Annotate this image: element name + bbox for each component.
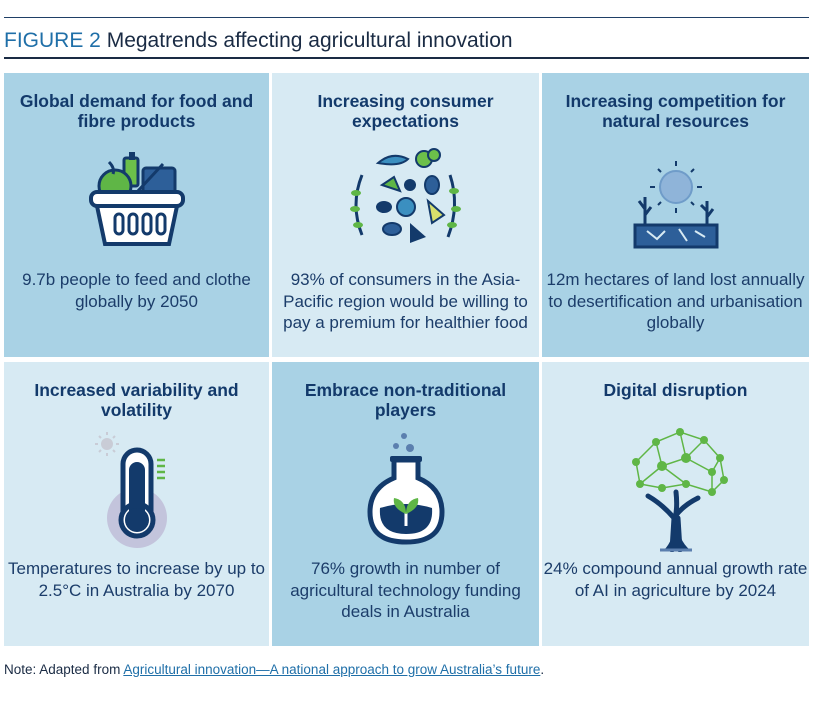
megatrend-text: 9.7b people to feed and clothe globally … — [22, 270, 251, 311]
megatrend-title: Increasing consumer expectations — [317, 91, 494, 131]
megatrend-title: Embrace non-traditional players — [304, 380, 507, 420]
title-rule — [4, 57, 809, 59]
source-link[interactable]: Agricultural innovation—A national appro… — [123, 662, 541, 677]
note-prefix: Note: Adapted from — [4, 662, 124, 677]
megatrend-text: 24% compound annual growth rate of AI in… — [543, 559, 808, 600]
healthy-food-circle-icon — [348, 145, 464, 260]
megatrend-variability: Increased variability and volatility — [4, 362, 269, 646]
megatrend-title: Increased variability and volatility — [34, 380, 239, 420]
megatrend-text: 76% growth in number of agricultural tec… — [290, 559, 521, 621]
thermometer-icon — [87, 430, 187, 555]
network-tree-icon — [616, 422, 736, 557]
megatrend-food-demand: Global demand for food and fibre product… — [4, 73, 269, 357]
megatrend-text: Temperatures to increase by up to 2.5°C … — [7, 559, 266, 600]
dry-land-sun-icon — [631, 157, 721, 258]
megatrend-text: 93% of consumers in the Asia-Pacific reg… — [283, 270, 528, 332]
megatrends-grid: Global demand for food and fibre product… — [4, 73, 809, 646]
flask-sprout-icon — [356, 430, 456, 555]
megatrend-non-traditional-players: Embrace non-traditional players 76% grow… — [272, 362, 539, 646]
source-note: Note: Adapted from Agricultural innovati… — [4, 662, 544, 677]
megatrend-title: Digital disruption — [603, 380, 748, 400]
megatrend-consumer-expectations: Increasing consumer expectations — [272, 73, 539, 357]
figure-title: FIGURE 2 Megatrends affecting agricultur… — [4, 29, 513, 53]
megatrend-text: 12m hectares of land lost annually to de… — [546, 270, 805, 332]
megatrend-natural-resources: Increasing competition for natural resou… — [542, 73, 809, 357]
top-rule — [4, 17, 809, 18]
megatrend-title: Increasing competition for natural resou… — [565, 91, 786, 131]
megatrend-digital-disruption: Digital disruption 24% compound — [542, 362, 809, 646]
megatrend-title: Global demand for food and fibre product… — [19, 91, 254, 131]
note-suffix: . — [540, 662, 545, 677]
figure-title-text: Megatrends affecting agricultural innova… — [106, 29, 513, 52]
food-basket-icon — [77, 148, 197, 257]
figure-label: FIGURE 2 — [4, 29, 101, 52]
